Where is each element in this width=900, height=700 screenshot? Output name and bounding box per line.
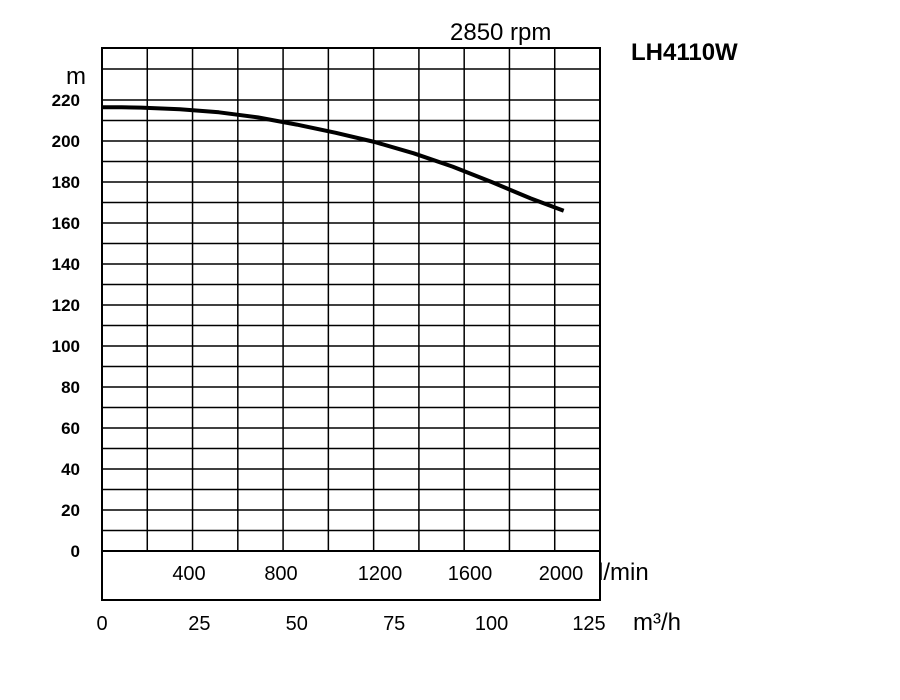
- x-tick-label-m3h: 25: [188, 613, 210, 635]
- x-tick-label-lmin: 800: [264, 563, 297, 585]
- y-axis-ticks: 0 20 40 60 80 100 120 140 160 180 200 220: [52, 91, 80, 561]
- y-tick-label: 0: [71, 542, 80, 561]
- y-tick-label: 120: [52, 296, 80, 315]
- x-axis-lmin-ticks: 400 800 1200 1600 2000: [172, 563, 583, 585]
- x-tick-label-lmin: 1200: [358, 563, 403, 585]
- x-tick-label-m3h: 0: [96, 613, 107, 635]
- model-title: LH4110W: [631, 39, 738, 66]
- y-tick-label: 140: [52, 255, 80, 274]
- x-tick-label-m3h: 75: [383, 613, 405, 635]
- x-tick-label-lmin: 2000: [539, 563, 584, 585]
- speed-label: 2850 rpm: [450, 19, 551, 46]
- y-tick-label: 100: [52, 337, 80, 356]
- y-tick-label: 60: [61, 419, 80, 438]
- y-tick-label: 80: [61, 378, 80, 397]
- x-axis-m3h-unit: m³/h: [633, 609, 681, 636]
- chart-grid: [102, 48, 600, 552]
- plot-frame: [101, 47, 601, 552]
- head-curve-line: [102, 105, 565, 213]
- y-tick-label: 40: [61, 460, 80, 479]
- x-tick-label-m3h: 50: [286, 613, 308, 635]
- x-tick-label-lmin: 1600: [448, 563, 493, 585]
- x-tick-label-m3h: 100: [475, 613, 508, 635]
- y-axis-unit-label: m: [66, 63, 86, 90]
- x-axis-lmin-unit: l/min: [598, 559, 649, 586]
- x-axis-frame: [101, 550, 601, 601]
- x-axis-m3h-ticks: 0 25 50 75 100 125: [96, 613, 605, 635]
- x-tick-label-m3h: 125: [572, 613, 605, 635]
- y-tick-label: 20: [61, 501, 80, 520]
- y-tick-label: 200: [52, 132, 80, 151]
- y-tick-label: 180: [52, 173, 80, 192]
- y-tick-label: 160: [52, 214, 80, 233]
- y-tick-label: 220: [52, 91, 80, 110]
- x-tick-label-lmin: 400: [172, 563, 205, 585]
